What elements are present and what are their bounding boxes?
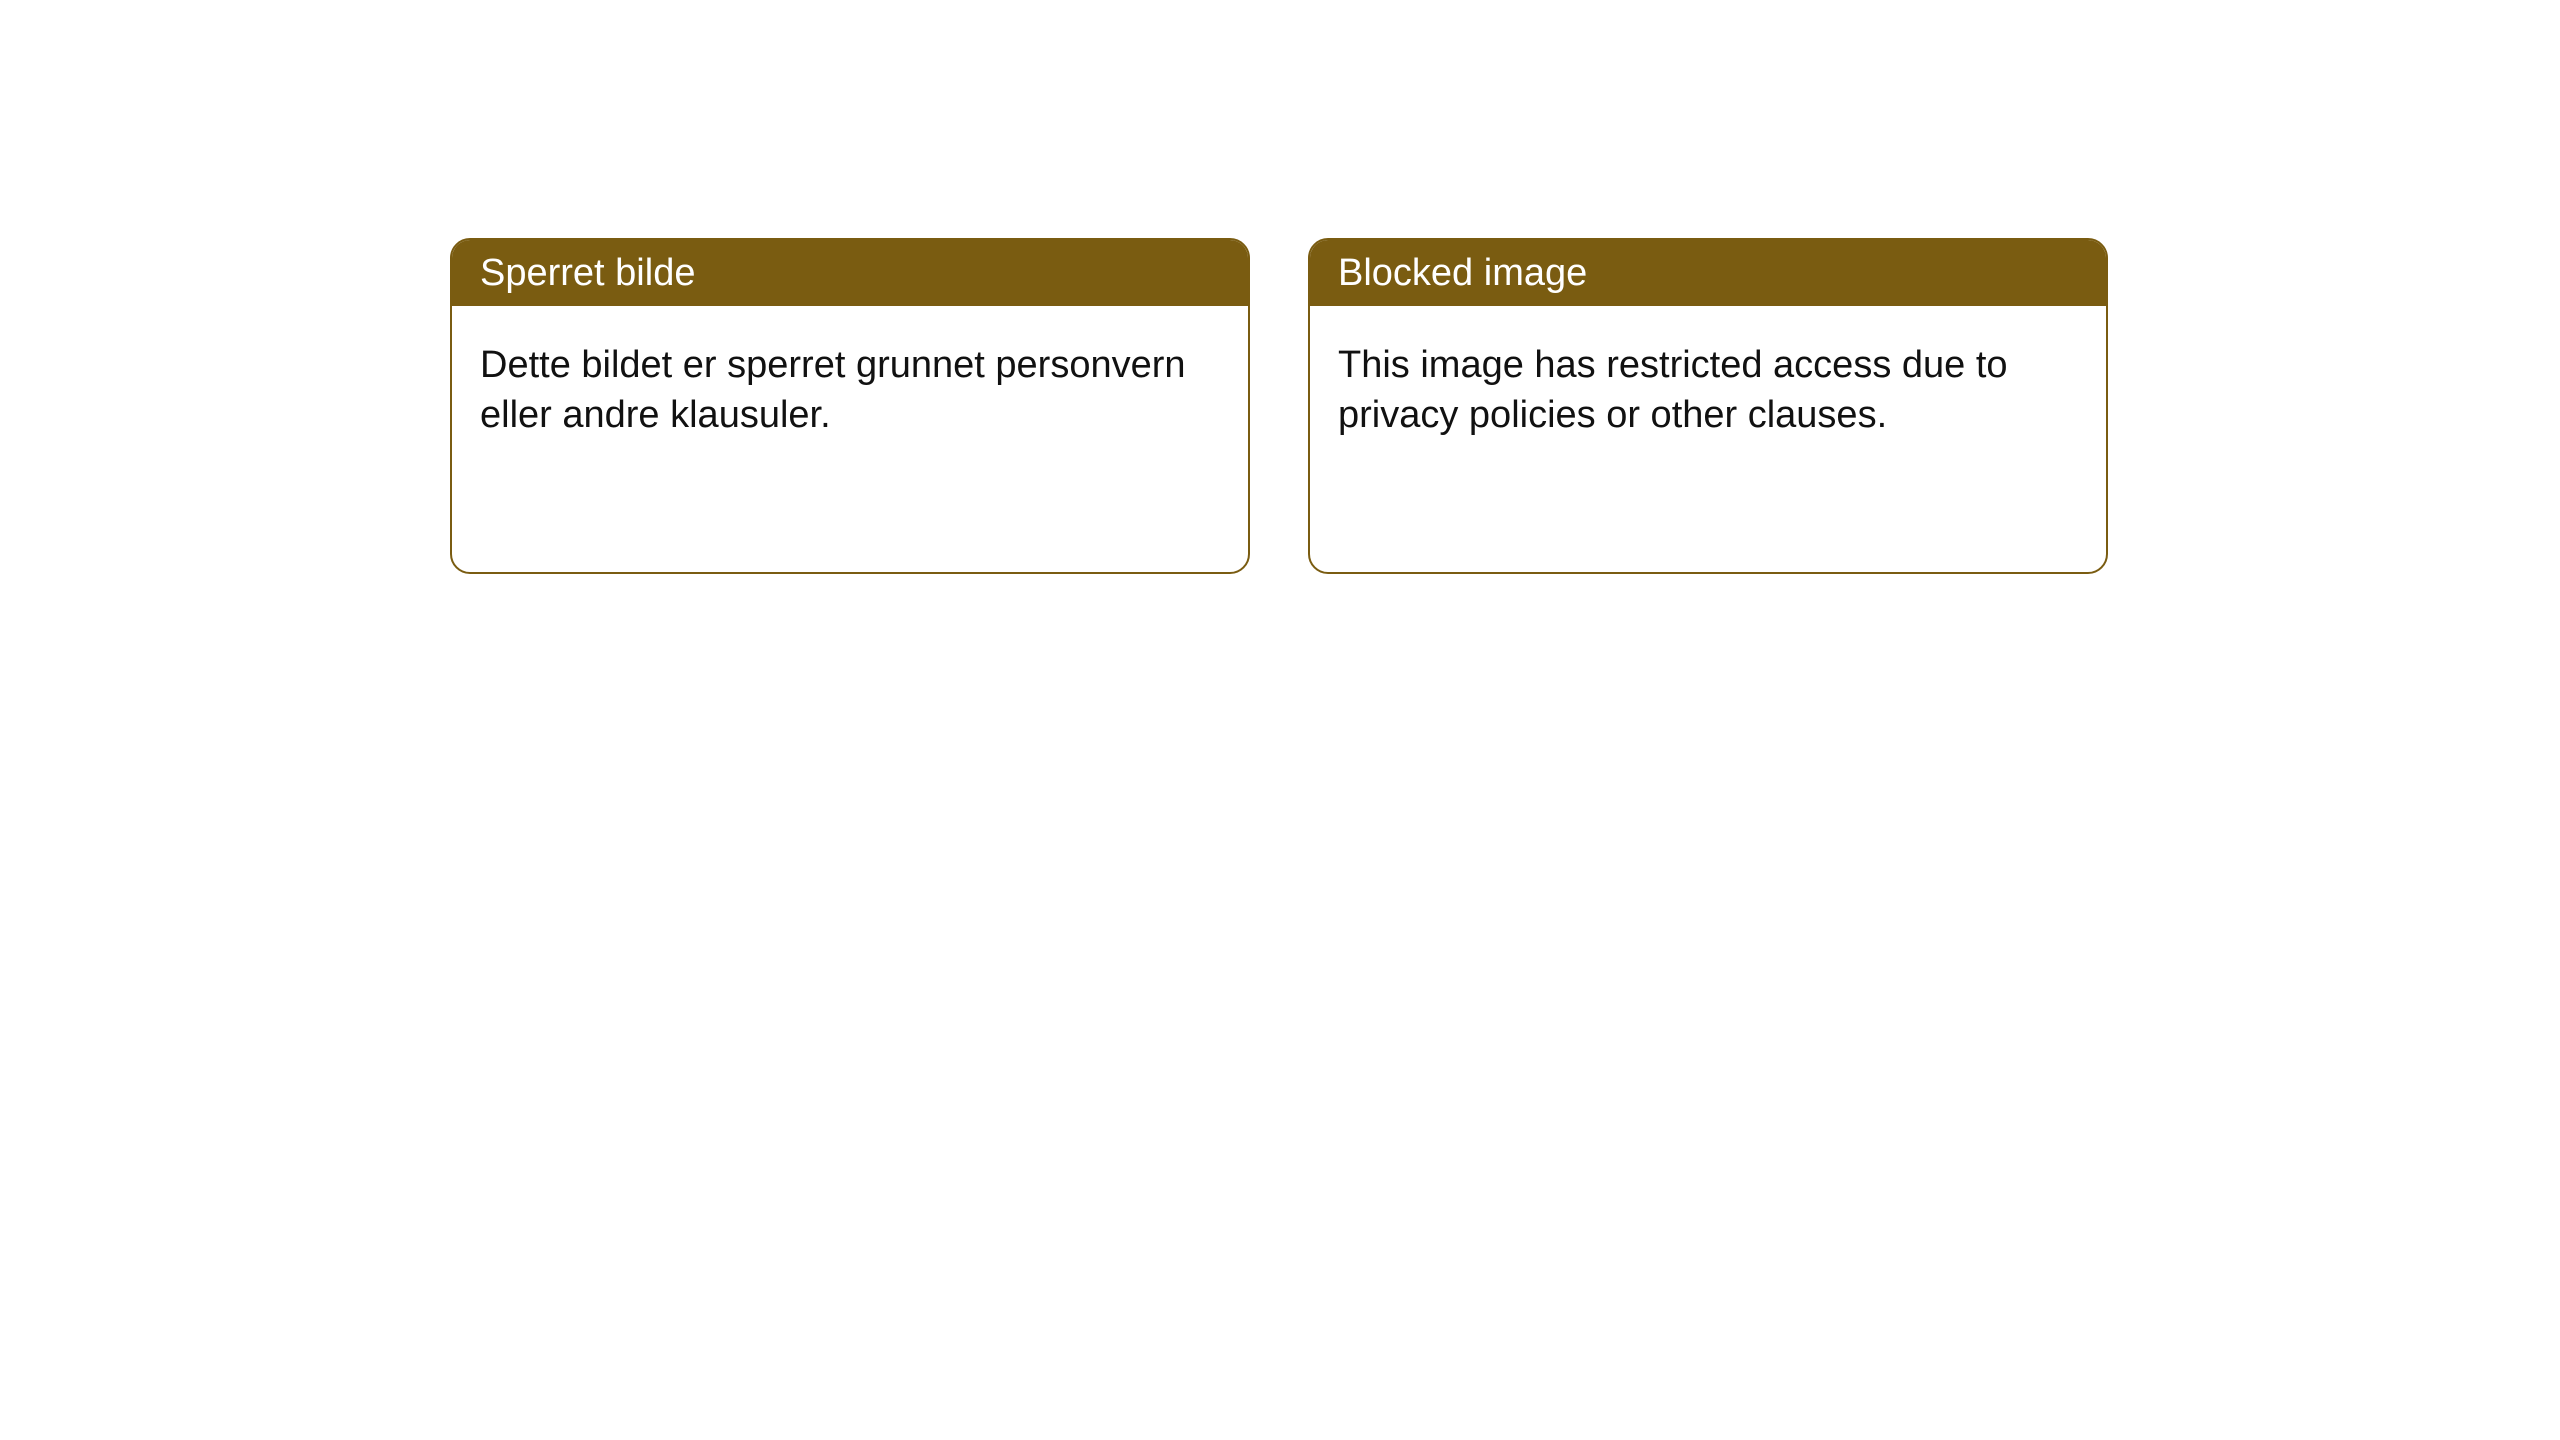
blocked-image-card-en: Blocked image This image has restricted … xyxy=(1308,238,2108,574)
card-title-no: Sperret bilde xyxy=(452,240,1248,306)
card-body-en: This image has restricted access due to … xyxy=(1310,306,2106,468)
blocked-image-card-no: Sperret bilde Dette bildet er sperret gr… xyxy=(450,238,1250,574)
card-title-en: Blocked image xyxy=(1310,240,2106,306)
card-body-no: Dette bildet er sperret grunnet personve… xyxy=(452,306,1248,468)
page-canvas: Sperret bilde Dette bildet er sperret gr… xyxy=(0,0,2560,1440)
card-row: Sperret bilde Dette bildet er sperret gr… xyxy=(450,238,2108,574)
